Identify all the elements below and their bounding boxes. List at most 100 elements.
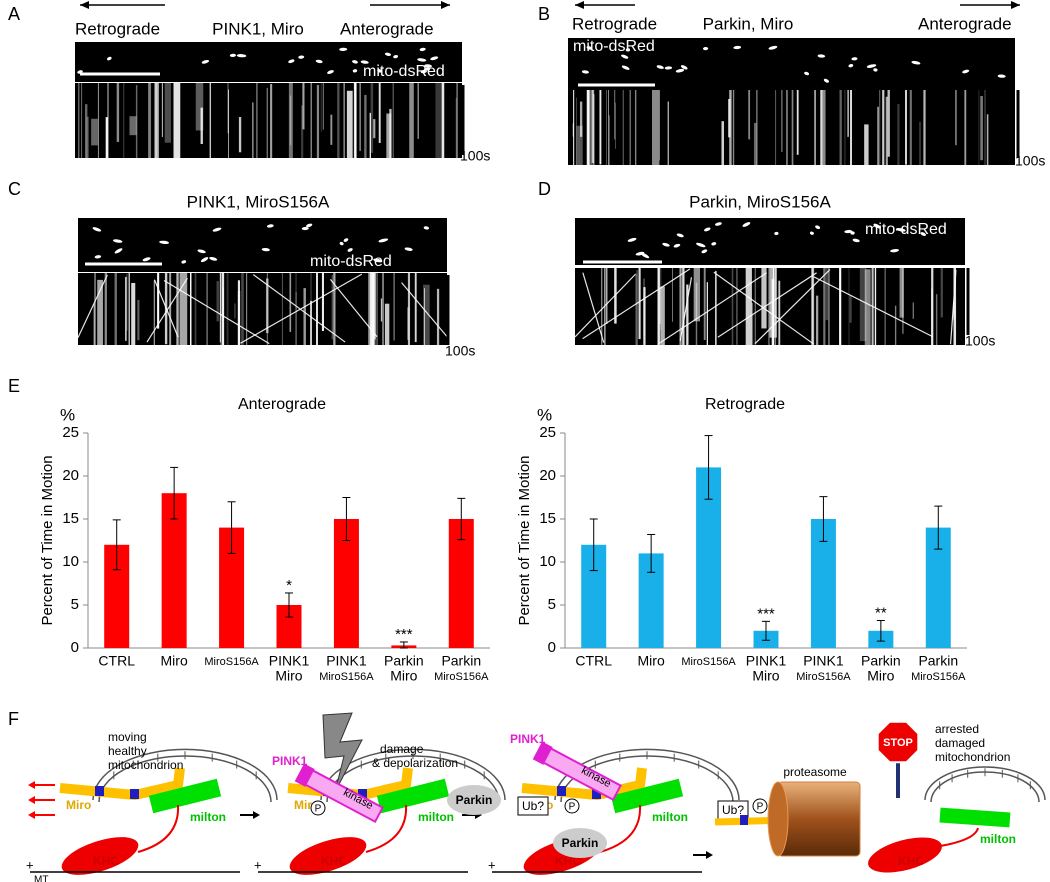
kymo-streak xyxy=(131,282,136,345)
kymo-streak xyxy=(238,117,242,153)
image-strip xyxy=(575,218,965,265)
kymo-streak xyxy=(659,287,661,324)
mito-dot xyxy=(586,46,593,50)
kymo-streak xyxy=(786,90,788,165)
mito-dot xyxy=(676,233,684,238)
label: CTRL xyxy=(575,653,612,669)
label: PINK1 xyxy=(746,653,787,669)
kymo-streak xyxy=(576,97,577,165)
kymo-streak xyxy=(897,104,900,165)
milton-shape xyxy=(610,778,684,814)
label: milton xyxy=(652,810,688,824)
kymo-streak xyxy=(364,94,367,158)
kymo-streak xyxy=(615,102,616,149)
mito-dot xyxy=(850,231,855,235)
label: mito-dsRed xyxy=(310,253,392,270)
khc xyxy=(289,837,367,875)
arrow-head xyxy=(80,1,89,9)
kymo-streak xyxy=(265,278,269,334)
kymo-streak xyxy=(228,89,230,158)
kymo-streak xyxy=(455,97,458,158)
kymo-track xyxy=(717,272,817,338)
miro-ef xyxy=(592,789,601,799)
kymo-streak xyxy=(129,116,137,136)
kymo-streak xyxy=(706,282,708,345)
mitochondrion xyxy=(320,748,506,801)
kymo-streak xyxy=(885,96,888,165)
kymo-streak xyxy=(693,268,701,322)
kymo-streak xyxy=(660,286,665,345)
kymo-streak xyxy=(189,273,192,345)
mito-dot xyxy=(896,227,906,232)
kymo-streak xyxy=(369,112,371,158)
kymo-streak xyxy=(599,90,602,165)
kymo-streak xyxy=(909,90,912,165)
kymo-streak xyxy=(686,284,689,345)
kymo-streak xyxy=(579,101,583,137)
label: proteasome xyxy=(783,765,847,779)
mito-dot xyxy=(911,60,921,65)
kymo-streak xyxy=(849,295,852,323)
kymo-streak xyxy=(289,95,292,146)
label: milton xyxy=(418,810,454,824)
kymo-streak xyxy=(761,268,767,329)
mito-dot xyxy=(266,224,274,228)
label: 25 xyxy=(62,424,79,441)
kymo-streak xyxy=(912,302,914,319)
mito-dot xyxy=(742,222,751,227)
mito-dot xyxy=(200,257,209,263)
kymo-streak xyxy=(176,273,180,345)
kymo-streak xyxy=(643,287,646,345)
label: MiroS156A xyxy=(681,656,736,668)
mito-dot xyxy=(181,260,187,264)
mito-dot xyxy=(339,47,348,52)
kymo-streak xyxy=(322,83,324,130)
label: % xyxy=(537,405,552,424)
kymo-streak xyxy=(679,268,682,345)
mito-dot xyxy=(306,223,313,228)
label: Miro xyxy=(752,668,779,684)
label: D xyxy=(538,179,551,199)
kymo-streak xyxy=(135,85,138,158)
label: *** xyxy=(757,605,775,622)
kymo-streak xyxy=(155,83,158,158)
mito-dot xyxy=(417,58,427,62)
mito-dot xyxy=(715,222,722,226)
kymo-streak xyxy=(91,118,98,146)
mitochondrion xyxy=(92,748,278,801)
kymo-streak xyxy=(414,273,417,343)
kymo-streak xyxy=(672,268,673,322)
kymo-streak xyxy=(368,273,370,345)
kymo-streak xyxy=(753,122,757,165)
label: 5 xyxy=(71,596,79,613)
kymo-streak xyxy=(407,273,411,345)
mito-dot xyxy=(920,232,926,237)
mito-dot xyxy=(662,242,670,247)
label: MiroS156A xyxy=(911,671,966,683)
mito-dot xyxy=(627,237,637,242)
step-head xyxy=(253,811,260,819)
kymo-streak xyxy=(606,268,608,325)
error-bar xyxy=(285,592,293,618)
lightning xyxy=(322,712,363,793)
kymo-streak xyxy=(288,83,293,158)
mito-dot xyxy=(817,54,826,58)
kymo-streak xyxy=(331,274,333,340)
kymo-streak xyxy=(353,83,356,158)
error-bar xyxy=(762,620,770,641)
kymo-track xyxy=(582,268,691,340)
label: ** xyxy=(875,604,887,621)
mito-dot xyxy=(339,241,344,246)
kymo-streak xyxy=(194,273,197,345)
mito-dot xyxy=(92,227,102,232)
mitochondrion xyxy=(924,766,1046,801)
mitochondrion-inner xyxy=(930,771,1040,803)
kymo-streak xyxy=(333,273,336,345)
kymo-streak xyxy=(373,273,376,340)
kymo-track xyxy=(240,273,363,344)
kymo-streak xyxy=(295,292,297,345)
kymo-streak xyxy=(703,268,706,340)
label: + xyxy=(488,857,496,872)
error-bar xyxy=(876,619,885,642)
